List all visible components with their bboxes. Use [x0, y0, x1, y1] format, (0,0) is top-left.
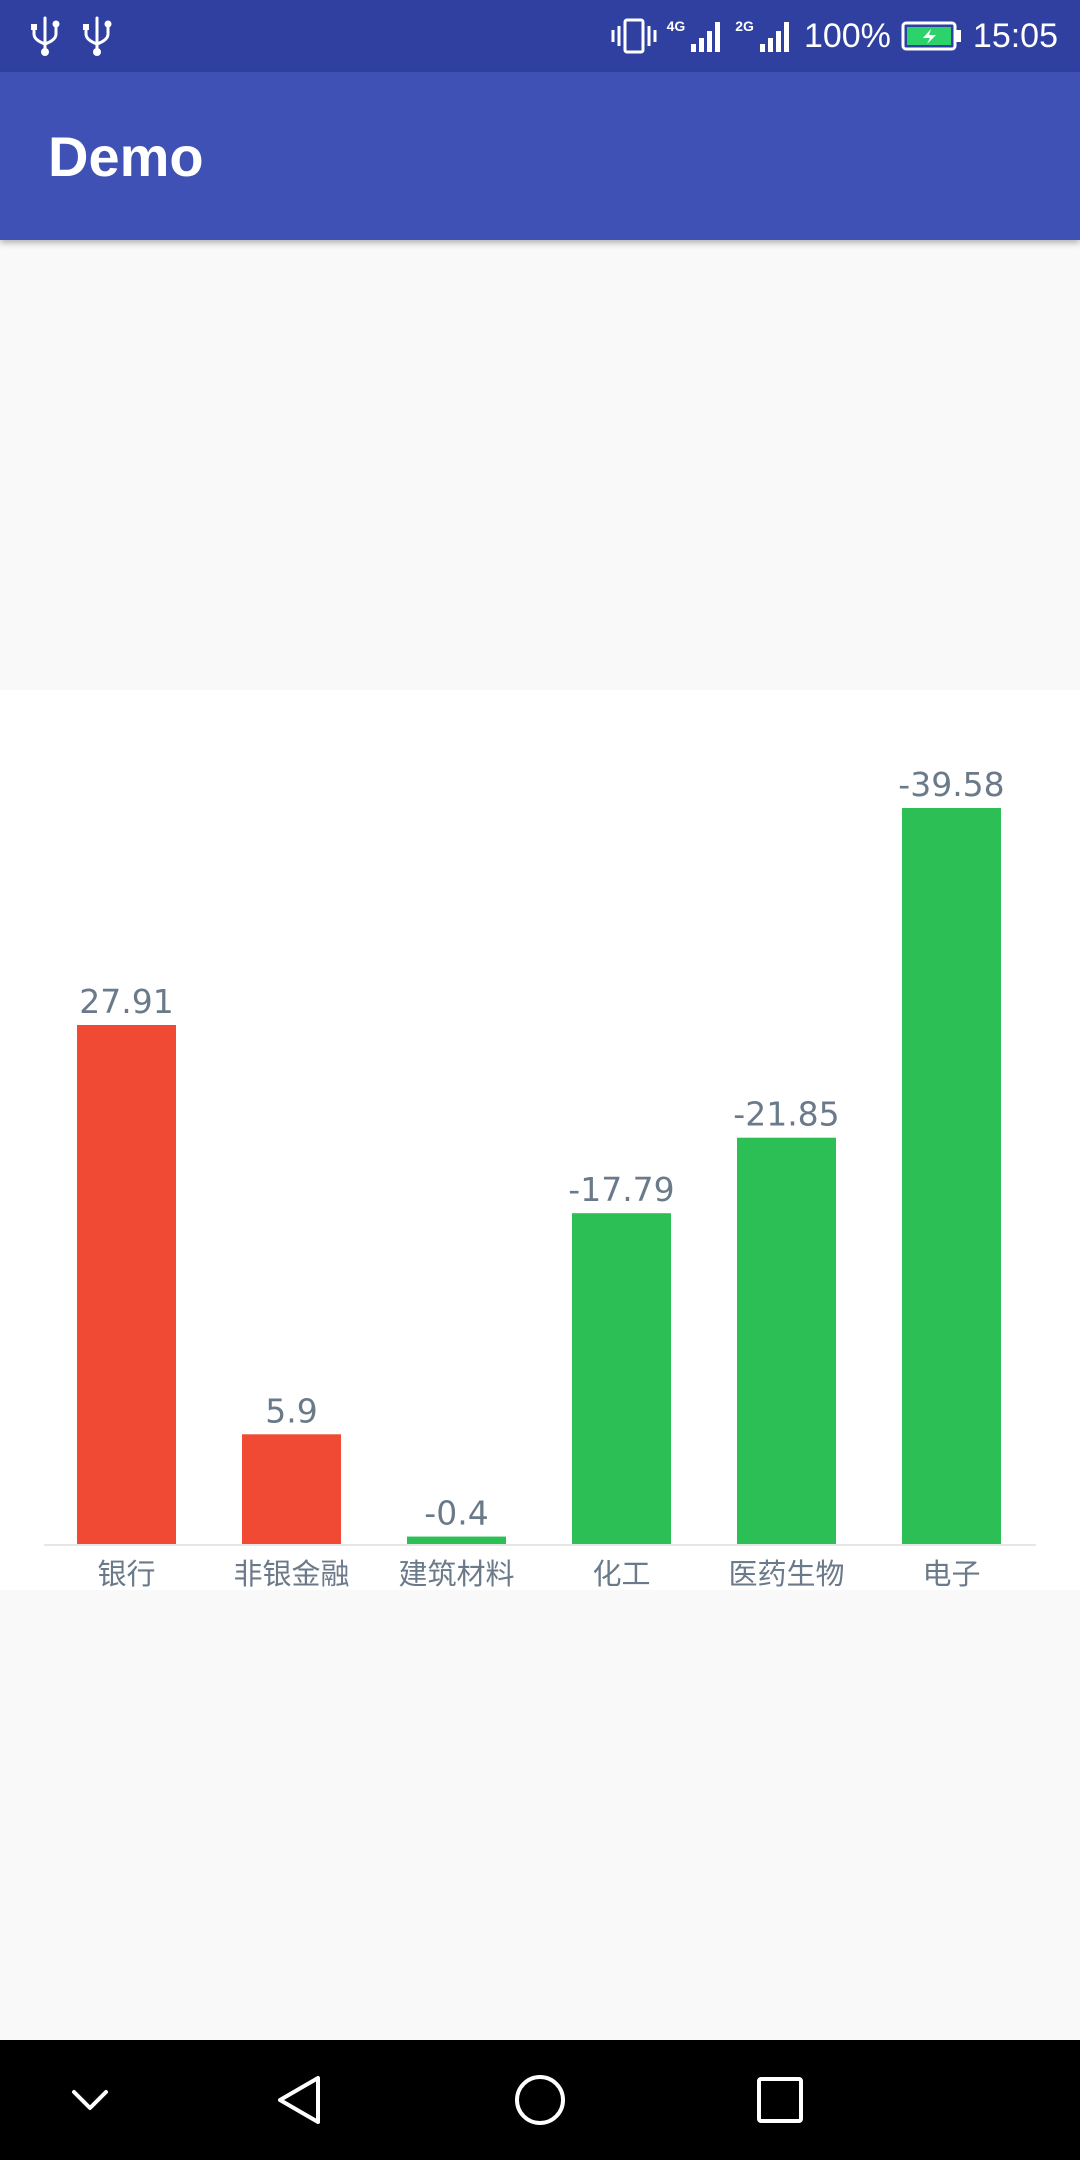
vibrate-icon: [611, 18, 657, 54]
data-label: -39.58: [898, 765, 1004, 804]
recents-icon[interactable]: [740, 2060, 820, 2140]
status-left-icons: [30, 14, 112, 58]
signal-icon: [691, 22, 721, 52]
bar-chart: 27.91 银行 5.9 非银金融 -0.4 建筑材料 -17.79 化工 -21.85 医药生物…: [44, 765, 1036, 1590]
x-tick-label: 化工: [592, 1557, 650, 1590]
status-time: 15:05: [972, 16, 1058, 55]
bar: [242, 1434, 341, 1544]
status-right-icons: 4G 2G 100% 15:05: [611, 0, 1058, 72]
x-tick-label: 医药生物: [728, 1557, 844, 1590]
usb-icon: [83, 16, 112, 56]
data-label: -17.79: [568, 1170, 674, 1209]
data-label: -0.4: [424, 1494, 488, 1533]
home-icon[interactable]: [500, 2060, 580, 2140]
signal-icon: [759, 22, 789, 52]
navigation-bar: [0, 2040, 1080, 2160]
back-icon[interactable]: [260, 2060, 340, 2140]
battery-charging-icon: [901, 21, 961, 51]
status-bar: 4G 2G 100% 15:05: [0, 0, 1080, 72]
data-label: -21.85: [733, 1095, 839, 1134]
battery-percentage: 100%: [803, 16, 891, 55]
bar: [737, 1137, 836, 1544]
bar: [77, 1025, 176, 1544]
network-type-secondary: 2G: [735, 18, 754, 34]
x-tick-label: 银行: [97, 1557, 155, 1590]
x-tick-label: 非银金融: [233, 1557, 349, 1590]
network-type-primary: 4G: [666, 18, 686, 34]
x-tick-label: 电子: [922, 1557, 980, 1590]
data-label: 27.91: [79, 982, 173, 1021]
chart-card: 27.91 银行 5.9 非银金融 -0.4 建筑材料 -17.79 化工 -21.85 医药生物…: [0, 690, 1080, 1590]
x-tick-label: 建筑材料: [398, 1557, 514, 1590]
chevron-down-icon[interactable]: [50, 2060, 130, 2140]
bar: [407, 1536, 506, 1544]
app-bar: Demo: [0, 72, 1080, 240]
bar: [902, 808, 1001, 1544]
usb-icon: [31, 16, 60, 56]
bar: [572, 1213, 671, 1544]
data-label: 5.9: [265, 1391, 317, 1430]
app-title: Demo: [48, 125, 204, 188]
